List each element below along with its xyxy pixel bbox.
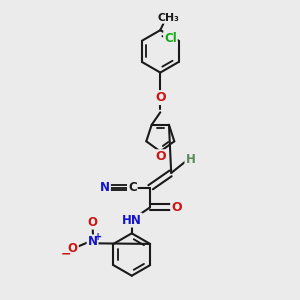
Text: N: N xyxy=(100,181,110,194)
Text: O: O xyxy=(88,216,98,229)
Text: CH₃: CH₃ xyxy=(157,13,179,23)
Text: +: + xyxy=(94,232,102,242)
Text: O: O xyxy=(171,201,182,214)
Text: HN: HN xyxy=(122,214,142,226)
Text: H: H xyxy=(185,153,195,166)
Text: C: C xyxy=(128,181,137,194)
Text: O: O xyxy=(155,91,166,104)
Text: O: O xyxy=(155,150,166,163)
Text: −: − xyxy=(61,248,72,260)
Text: O: O xyxy=(68,242,78,255)
Text: Cl: Cl xyxy=(164,32,177,45)
Text: N: N xyxy=(88,236,98,248)
